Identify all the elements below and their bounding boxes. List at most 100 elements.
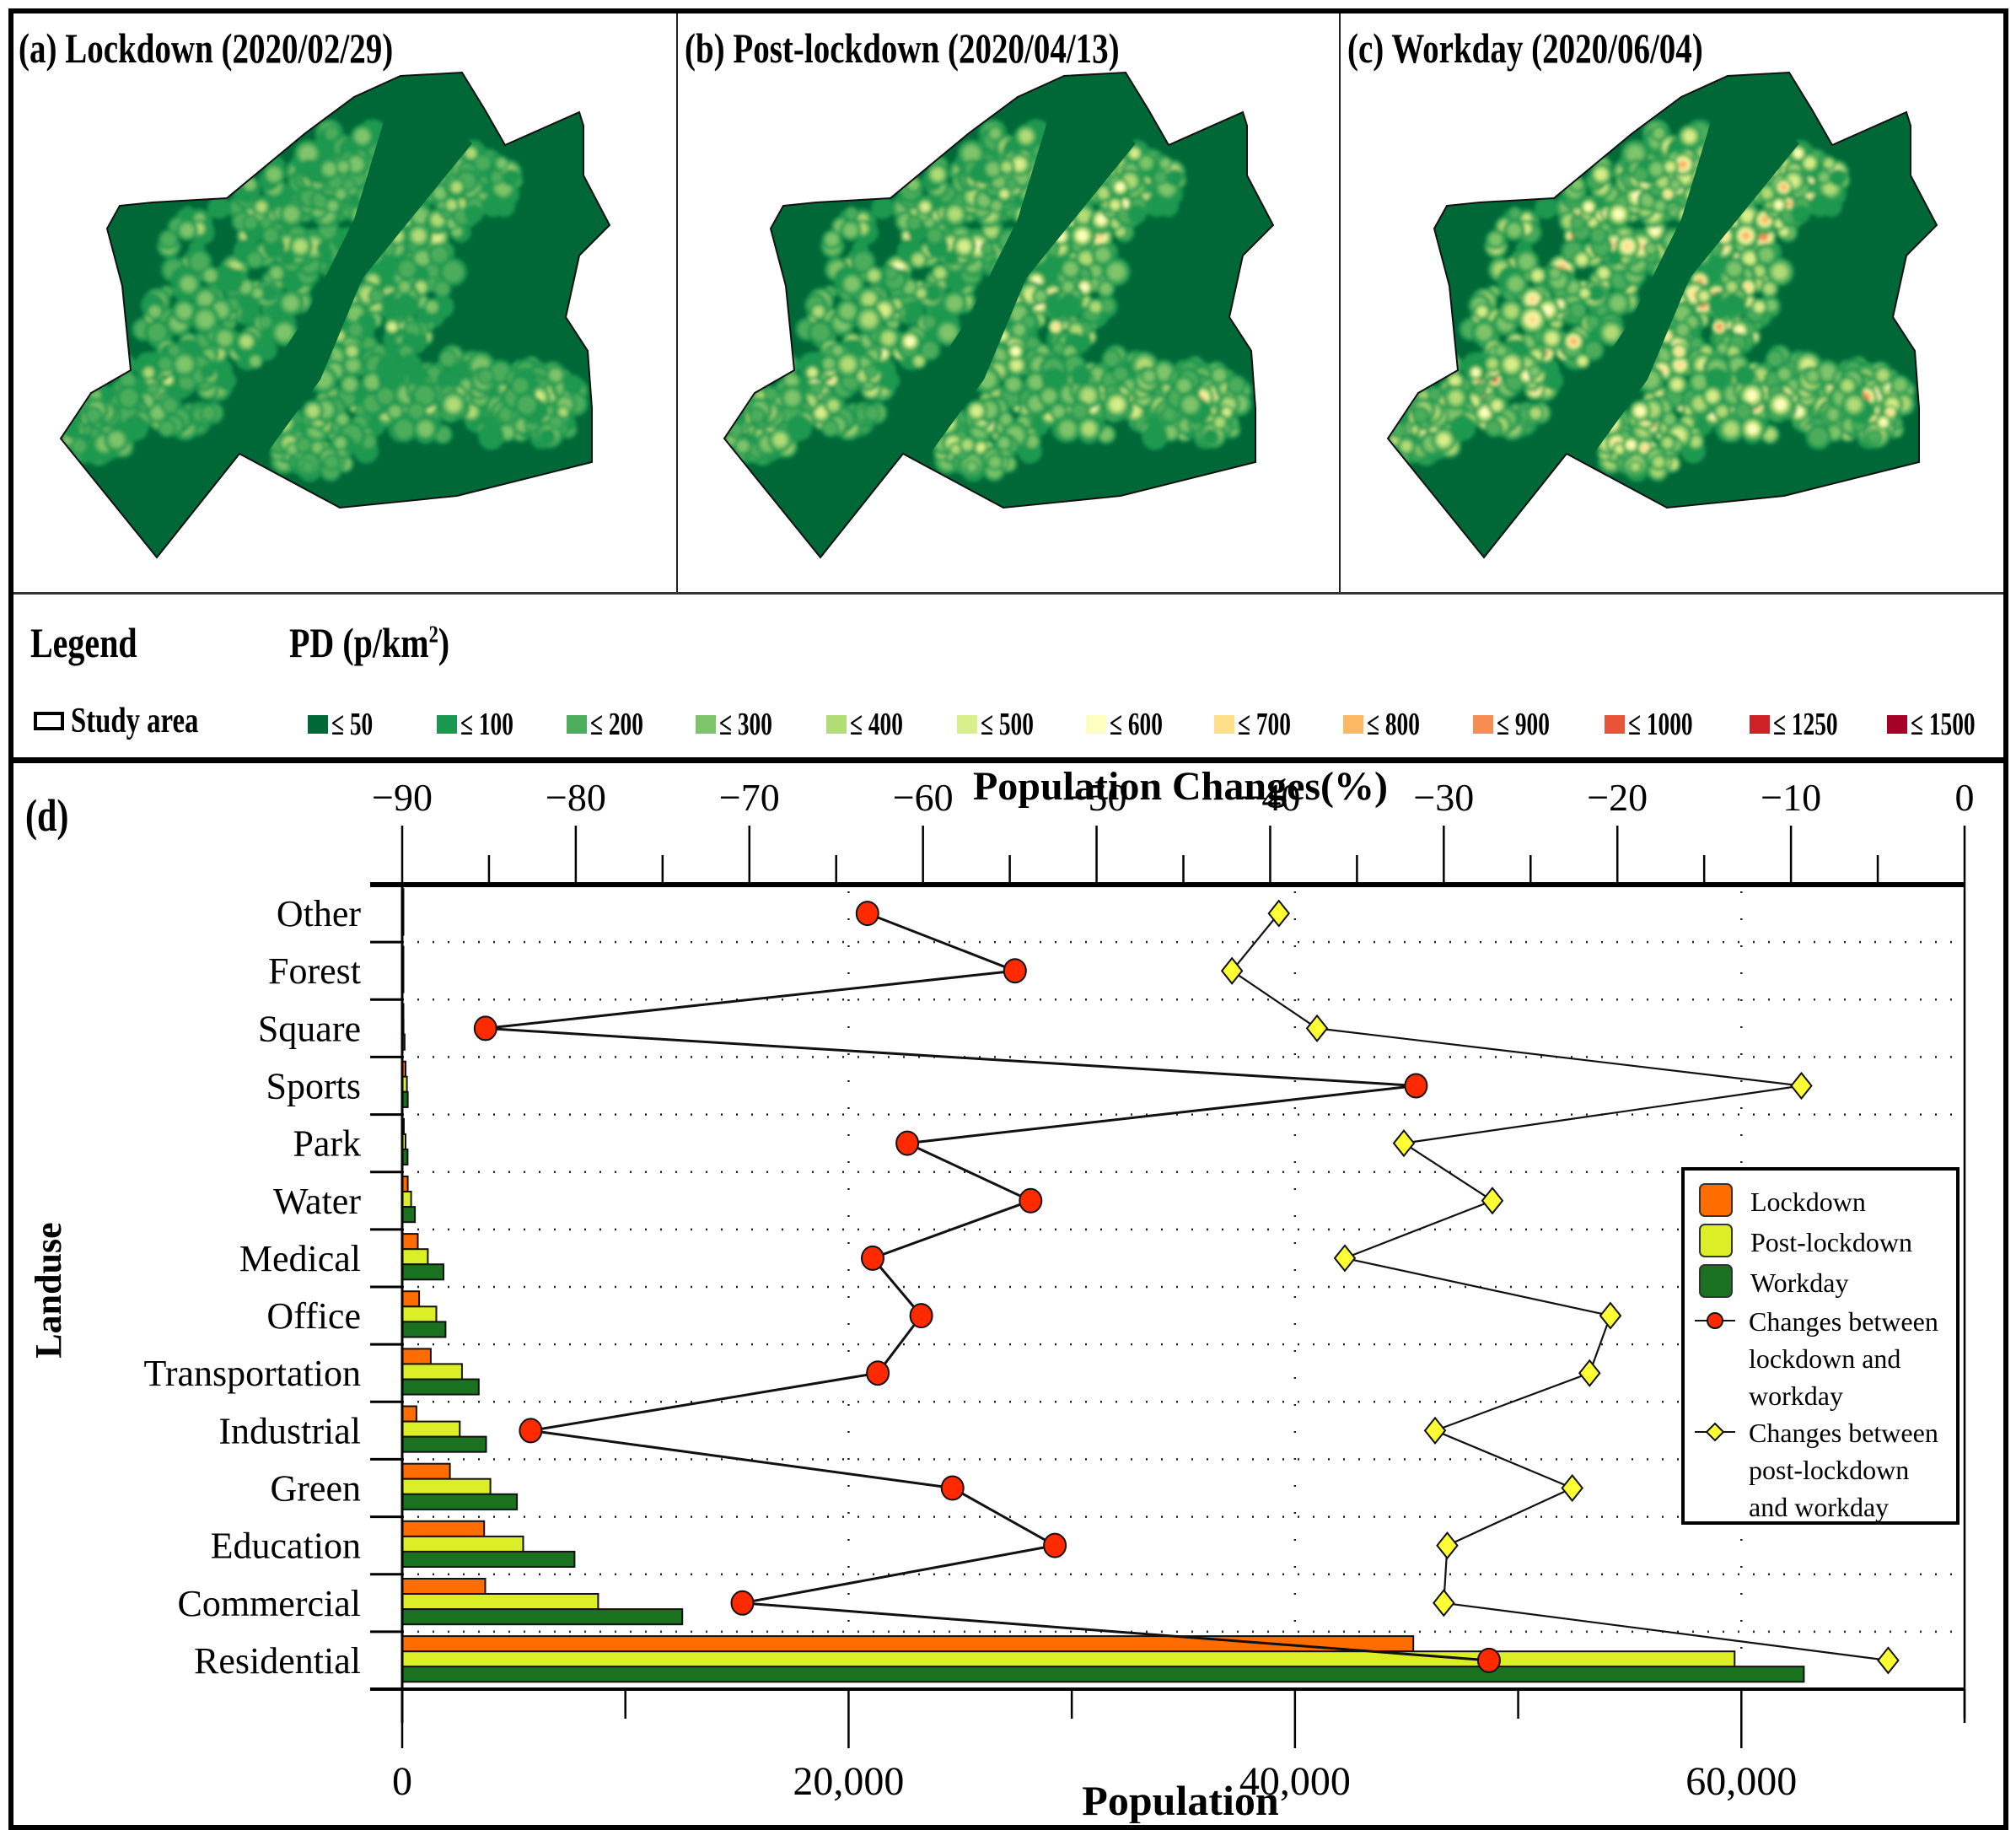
category-label: Industrial <box>218 1410 361 1451</box>
postlockdown-workday-change-point-medical <box>1333 1244 1357 1273</box>
pd-class-item: ≤ 300 <box>696 706 793 743</box>
bar-post-lockdown-office <box>401 1305 438 1323</box>
pd-class-item: ≤ 900 <box>1473 706 1570 743</box>
chart-axes: Other Forest Square Sports Park Water Medical O… <box>144 776 1975 1804</box>
legend-label: Post-lockdown <box>1750 1227 1912 1257</box>
legend-diamond-marker-icon <box>1705 1422 1725 1442</box>
panel-a-title: (a) Lockdown (2020/02/29) <box>19 24 394 72</box>
legend-heading: Legend <box>30 619 137 666</box>
top-axis-tick-label: −40 <box>1239 776 1300 819</box>
postlockdown-workday-change-point-residential <box>1877 1646 1900 1675</box>
pd-class-swatch <box>826 715 847 734</box>
postlockdown-workday-change-point-water <box>1481 1187 1504 1215</box>
pd-heading-text: PD (p/km <box>289 619 429 666</box>
pd-class-swatch <box>567 715 587 734</box>
top-axis-tick-label: −50 <box>1067 776 1127 819</box>
panel-c-title: (c) Workday (2020/06/04) <box>1347 24 1703 72</box>
bottom-axis-tick-label: 60,000 <box>1685 1759 1797 1804</box>
legend-label-line: Changes between <box>1749 1418 1938 1448</box>
pd-class-label: ≤ 500 <box>981 707 1034 742</box>
study-area-outline <box>723 71 1275 559</box>
river-low-density-band <box>1504 80 1799 523</box>
panel-divider <box>1339 13 1341 594</box>
pd-class-label: ≤ 600 <box>1110 707 1163 742</box>
legend-label-line: post-lockdown <box>1749 1455 1909 1485</box>
postlockdown-workday-change-point-transportation <box>1578 1359 1601 1387</box>
lockdown-workday-change-point-sports <box>1404 1073 1428 1099</box>
study-area-outline <box>59 71 611 559</box>
study-area-label: Study area <box>71 702 199 740</box>
postlockdown-workday-change-line <box>1230 912 1889 1661</box>
lockdown-workday-change-point-forest <box>1003 958 1027 984</box>
pd-class-swatch <box>1214 715 1234 734</box>
pd-class-label: ≤ 100 <box>460 707 513 742</box>
bar-post-lockdown-water <box>401 1191 412 1208</box>
lockdown-workday-change-point-green <box>940 1475 965 1501</box>
category-label: Square <box>258 1008 361 1049</box>
postlockdown-workday-change-point-forest <box>1220 956 1244 985</box>
postlockdown-workday-change-point-industrial <box>1423 1416 1447 1445</box>
pd-heading-superscript: 2 <box>428 622 438 649</box>
map-post-lockdown <box>723 71 1275 559</box>
chart-legend: Lockdown Post-lockdown Workday Changes betw… <box>1681 1167 1960 1525</box>
bar-lockdown-commercial <box>401 1578 487 1596</box>
category-label: Water <box>273 1181 361 1222</box>
top-axis-tick-label: −10 <box>1761 776 1821 819</box>
postlockdown-workday-change-point-green <box>1561 1473 1583 1503</box>
legend-label-line: and workday <box>1749 1492 1889 1522</box>
legend-swatch <box>1699 1264 1733 1298</box>
legend-label: Lockdown <box>1750 1187 1866 1217</box>
bar-lockdown-office <box>401 1290 421 1308</box>
lockdown-workday-change-point-transportation <box>866 1360 890 1386</box>
legend-label-line: workday <box>1749 1381 1843 1411</box>
pd-class-swatch <box>696 715 716 734</box>
top-axis-tick-label: −30 <box>1413 776 1474 819</box>
pd-class-item: ≤ 800 <box>1343 706 1440 743</box>
category-label: Park <box>293 1123 361 1165</box>
top-axis-tick-label: −60 <box>893 776 954 819</box>
top-axis-title: Population Changes(%) <box>973 764 1388 809</box>
category-label: Medical <box>239 1238 361 1279</box>
legend-swatch <box>1699 1183 1733 1217</box>
chart-panel-label: (d) <box>25 791 68 841</box>
bar-post-lockdown-medical <box>401 1248 429 1266</box>
bar-workday-water <box>401 1206 417 1224</box>
bar-workday-office <box>401 1321 447 1338</box>
pd-class-item: ≤ 1500 <box>1887 706 2000 743</box>
panel-b-title: (b) Post-lockdown (2020/04/13) <box>685 24 1120 72</box>
pd-class-item: ≤ 600 <box>1086 706 1183 743</box>
chart-bars <box>401 888 1805 1683</box>
postlockdown-workday-change-point-other <box>1267 899 1291 928</box>
postlockdown-workday-change-point-office <box>1599 1301 1622 1330</box>
pd-class-item: ≤ 400 <box>826 706 923 743</box>
panel-divider <box>676 13 678 594</box>
pd-class-swatch <box>1887 715 1907 734</box>
study-area-legend: Study area <box>34 700 234 742</box>
category-label: Transportation <box>144 1353 362 1394</box>
bar-workday-green <box>401 1493 519 1510</box>
category-label: Green <box>271 1468 362 1510</box>
category-label: Education <box>211 1526 361 1567</box>
bar-workday-industrial <box>401 1435 487 1453</box>
bar-post-lockdown-industrial <box>401 1420 461 1438</box>
bar-post-lockdown-education <box>401 1535 524 1553</box>
y-axis-title: Landuse <box>28 1222 69 1358</box>
category-label: Residential <box>194 1640 361 1682</box>
bar-lockdown-medical <box>401 1233 419 1251</box>
top-axis-tick-label: −80 <box>546 776 606 819</box>
pd-class-item: ≤ 1000 <box>1605 706 1718 743</box>
bar-workday-transportation <box>401 1378 480 1396</box>
bar-post-lockdown-transportation <box>401 1363 463 1381</box>
bottom-axis-tick-label: 40,000 <box>1239 1759 1351 1804</box>
category-label: Commercial <box>178 1583 362 1624</box>
pd-class-item: ≤ 200 <box>567 706 664 743</box>
lockdown-workday-change-point-office <box>909 1303 933 1329</box>
lockdown-workday-change-point-park <box>895 1130 920 1156</box>
pd-class-item: ≤ 50 <box>308 706 389 743</box>
pd-class-label: ≤ 900 <box>1497 707 1550 742</box>
map-lockdown <box>59 71 611 559</box>
pd-class-swatch <box>1750 715 1770 734</box>
pd-class-item: ≤ 100 <box>437 706 534 743</box>
legend-label-line: lockdown and <box>1749 1343 1900 1374</box>
bar-lockdown-transportation <box>401 1348 432 1365</box>
